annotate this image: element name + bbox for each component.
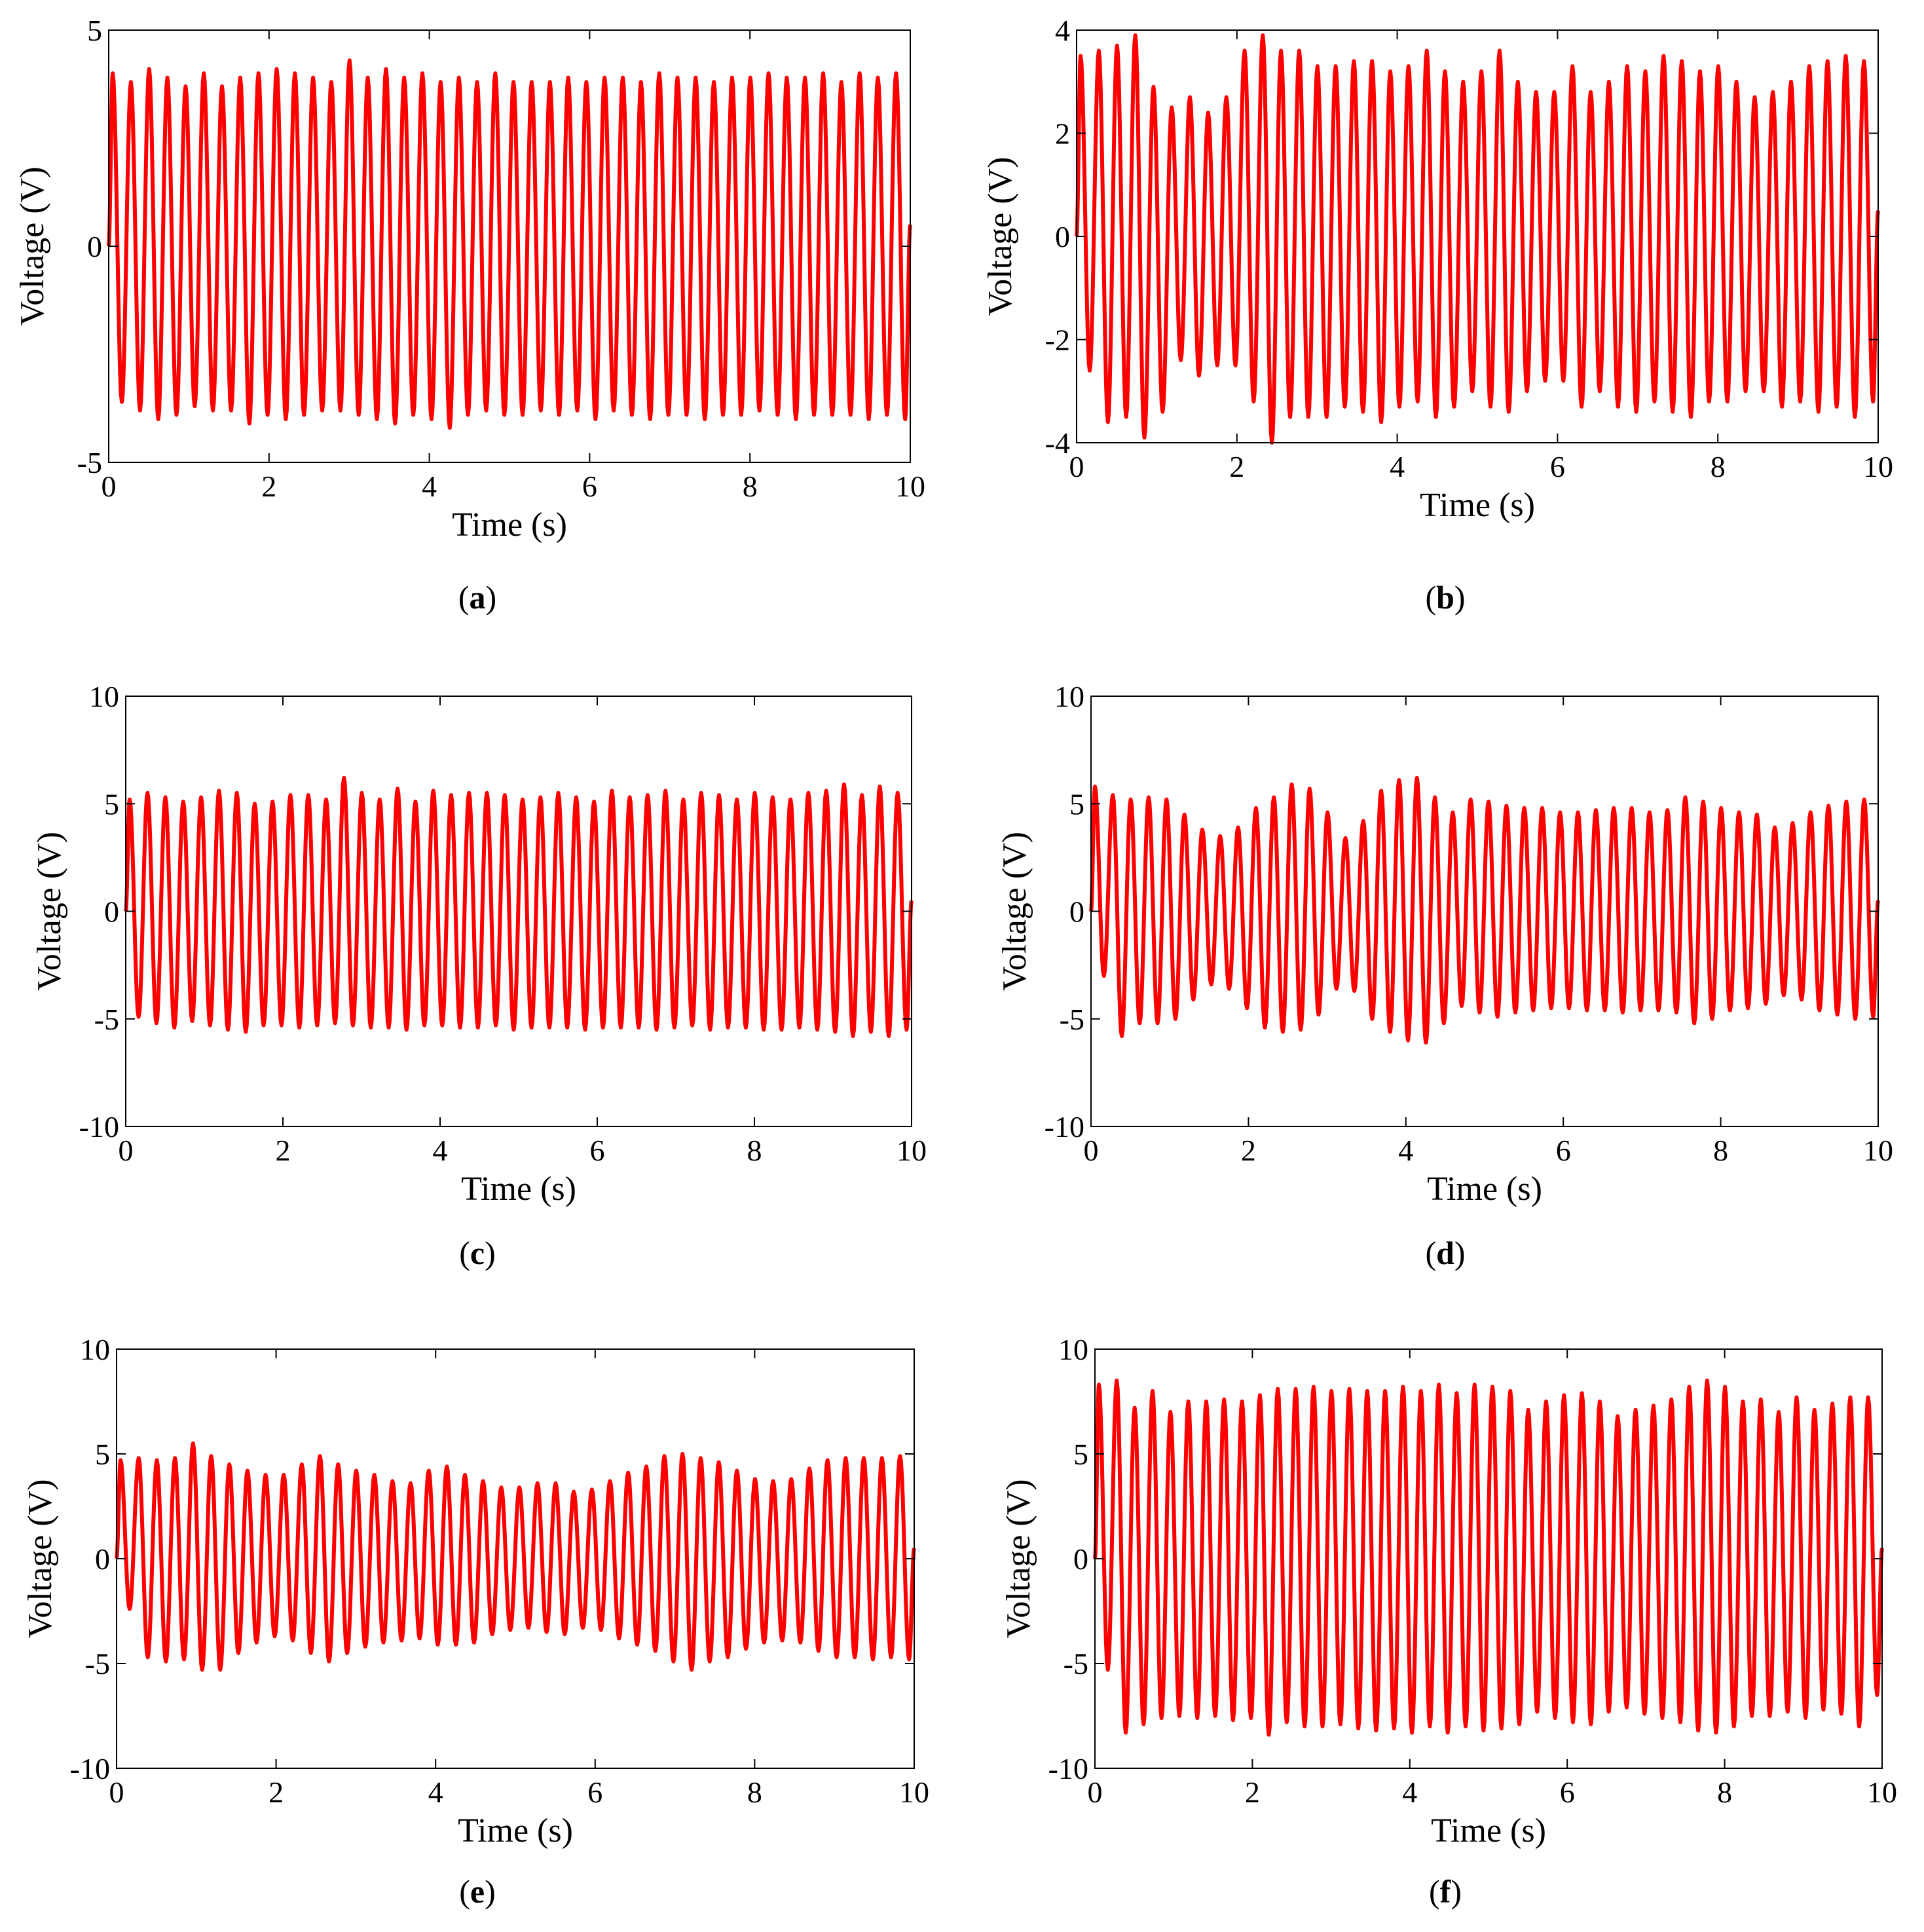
panel-caption: (c) (459, 1235, 496, 1271)
x-tick-label: 4 (433, 1134, 448, 1167)
y-tick-label: 5 (95, 1438, 110, 1471)
y-tick-label: -5 (1060, 1003, 1084, 1036)
x-tick-label: 10 (1867, 1775, 1897, 1809)
y-tick-label: 5 (104, 787, 119, 821)
chart-panel-c: 0 2 4 6 8 10 -10 -5 0 5 10 Time (s) Voltage (V) (c) (31, 680, 927, 1271)
x-tick-label: 2 (1241, 1134, 1256, 1167)
y-tick-label: -10 (1048, 1752, 1088, 1785)
x-axis-title: Time (s) (1431, 1812, 1546, 1849)
x-tick-label: 0 (119, 1134, 134, 1167)
x-tick-label: 4 (428, 1775, 443, 1809)
y-tick-label: -5 (1064, 1647, 1088, 1681)
y-tick-label: 4 (1055, 14, 1070, 47)
x-tick-label: 10 (897, 1134, 927, 1167)
x-tick-label: 6 (1560, 1775, 1575, 1809)
x-axis-title: Time (s) (458, 1812, 573, 1849)
y-tick-label: -5 (85, 1647, 110, 1681)
x-tick-label: 2 (268, 1775, 284, 1809)
series-line-e-voltage (115, 1441, 916, 1672)
x-tick-label: 10 (899, 1775, 929, 1809)
x-axis-title: Time (s) (1427, 1170, 1542, 1208)
y-axis-title: Voltage (V) (22, 1479, 59, 1638)
y-tick-label: 5 (1069, 787, 1084, 821)
x-tick-label: 2 (261, 470, 276, 503)
x-tick-label: 6 (582, 470, 597, 503)
x-tick-label: 2 (276, 1134, 291, 1167)
y-tick-label: 5 (87, 14, 102, 47)
y-tick-label: 0 (1073, 1542, 1088, 1576)
y-tick-label: 2 (1055, 117, 1070, 151)
x-tick-label: 8 (747, 1775, 762, 1809)
x-axis-title: Time (s) (452, 506, 567, 544)
y-axis-title: Voltage (V) (1000, 1479, 1037, 1638)
x-tick-label: 8 (1713, 1134, 1728, 1167)
y-axis-title: Voltage (V) (14, 166, 51, 325)
x-tick-label: 2 (1245, 1775, 1260, 1809)
y-tick-label: -5 (94, 1003, 119, 1036)
x-tick-label: 10 (1863, 450, 1893, 483)
panel-caption: (d) (1425, 1235, 1465, 1271)
x-tick-label: 0 (109, 1775, 124, 1809)
x-tick-label: 10 (1863, 1134, 1893, 1167)
x-tick-label: 4 (1390, 450, 1405, 483)
chart-panel-e: 0 2 4 6 8 10 -10 -5 0 5 10 Time (s) Voltage (V) (e) (22, 1333, 929, 1910)
y-tick-label: 10 (80, 1333, 110, 1366)
y-tick-label: -10 (1045, 1110, 1084, 1143)
x-axis-title: Time (s) (461, 1170, 576, 1208)
y-tick-label: 10 (89, 680, 119, 713)
y-tick-label: -4 (1045, 426, 1070, 460)
series-line-b-voltage (1075, 33, 1880, 445)
y-tick-label: -10 (70, 1752, 110, 1785)
panel-caption: (b) (1425, 579, 1465, 616)
x-tick-label: 0 (102, 470, 117, 503)
panel-caption: (f) (1429, 1873, 1462, 1910)
series-line-c-voltage (124, 775, 914, 1038)
x-tick-label: 8 (743, 470, 758, 503)
x-tick-label: 2 (1229, 450, 1244, 483)
x-tick-label: 8 (1717, 1775, 1732, 1809)
x-tick-label: 4 (1402, 1775, 1417, 1809)
x-tick-label: 8 (1711, 450, 1726, 483)
x-tick-label: 4 (1398, 1134, 1413, 1167)
series-line-f-voltage (1093, 1379, 1884, 1737)
x-tick-label: 0 (1084, 1134, 1099, 1167)
chart-panel-d: 0 2 4 6 8 10 -10 -5 0 5 10 Time (s) Voltage (V) (d) (996, 680, 1893, 1271)
x-tick-label: 10 (895, 470, 925, 503)
x-axis-title: Time (s) (1420, 487, 1535, 524)
x-tick-label: 6 (1550, 450, 1565, 483)
y-tick-label: 0 (95, 1542, 110, 1576)
y-axis-title: Voltage (V) (996, 832, 1033, 991)
x-tick-label: 6 (590, 1134, 605, 1167)
y-tick-label: 10 (1058, 1333, 1088, 1366)
y-tick-label: 10 (1054, 680, 1084, 713)
y-tick-label: -2 (1045, 324, 1070, 357)
chart-panel-b: 0 2 4 6 8 10 -4 -2 0 2 4 Time (s) Voltage (V) (b) (982, 14, 1893, 616)
series-line-d-voltage (1089, 775, 1880, 1045)
y-tick-label: 0 (1069, 895, 1084, 929)
x-tick-label: 0 (1088, 1775, 1103, 1809)
y-axis-title: Voltage (V) (31, 832, 68, 991)
y-tick-label: 0 (104, 895, 119, 929)
y-axis-title: Voltage (V) (982, 157, 1019, 316)
chart-panel-f: 0 2 4 6 8 10 -10 -5 0 5 10 Time (s) Voltage (V) (f) (1000, 1333, 1897, 1910)
y-tick-label: 5 (1073, 1438, 1088, 1471)
panel-caption: (e) (459, 1873, 496, 1910)
y-tick-label: -10 (79, 1110, 119, 1143)
x-tick-label: 6 (1556, 1134, 1571, 1167)
x-tick-label: 8 (747, 1134, 762, 1167)
series-line-a-voltage (107, 58, 912, 430)
y-tick-label: 0 (1055, 220, 1070, 253)
x-tick-label: 6 (587, 1775, 602, 1809)
panel-caption: (a) (458, 579, 496, 616)
y-tick-label: -5 (77, 446, 102, 479)
x-tick-label: 0 (1069, 450, 1084, 483)
x-tick-label: 4 (422, 470, 437, 503)
y-tick-label: 0 (87, 230, 102, 263)
